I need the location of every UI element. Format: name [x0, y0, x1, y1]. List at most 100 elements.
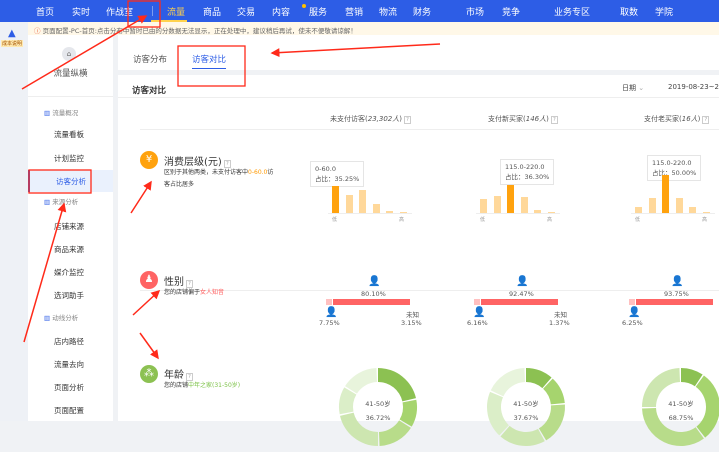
group-source-analysis: ▥ 来源分析: [44, 196, 78, 206]
sidebar-item-store-path[interactable]: 店内路径: [54, 337, 84, 346]
nav-warroom[interactable]: 作战室: [106, 8, 134, 18]
donut-center: 41-50岁 68.75%: [656, 397, 706, 425]
date-type-select[interactable]: 日期 ⌄: [622, 83, 644, 93]
nav-market[interactable]: 市场: [466, 8, 485, 18]
help-icon[interactable]: ?: [403, 116, 411, 124]
age-pct: 36.72%: [365, 414, 391, 422]
main-content: 访客分布 访客对比 访客对比 日期 ⌄ 2019-08-23~20 未支付访客(…: [118, 35, 719, 446]
top-nav: 首页 实时 作战室 流量 商品 交易 内容 服务 营销 物流 财务 市场 竞争 …: [0, 0, 719, 22]
tooltip-share: 占比：50.00%: [652, 169, 697, 177]
help-icon[interactable]: ?: [223, 160, 231, 168]
row-title-spend: 消费层级(元)?: [164, 153, 231, 168]
male-pct: 7.75%: [319, 319, 340, 327]
nav-service[interactable]: 服务: [309, 8, 328, 18]
female-person-icon: 👤: [671, 276, 684, 287]
info-icon: ⓘ: [34, 27, 41, 35]
axis-high-label: 高: [547, 217, 553, 223]
tooltip: 115.0-220.0 占比：36.30%: [500, 159, 555, 185]
nav-business-zone[interactable]: 业务专区: [554, 8, 591, 18]
tooltip: 115.0-220.0 占比：50.00%: [647, 155, 702, 181]
donut-segment: [345, 368, 378, 394]
tooltip-share: 占比：35.25%: [315, 175, 360, 183]
axis-high-label: 高: [702, 217, 708, 223]
axis-high-label: 高: [399, 217, 405, 223]
nav-competition[interactable]: 竞争: [502, 8, 521, 18]
bar: [662, 175, 669, 213]
donut-segment: [500, 425, 545, 446]
cost-badge[interactable]: 成本说明: [1, 40, 24, 47]
nav-logistics[interactable]: 物流: [379, 8, 398, 18]
sidebar-item-traffic-destination[interactable]: 流量去向: [54, 360, 84, 369]
male-bar: [474, 299, 480, 305]
app-title: 流量纵横: [53, 69, 88, 79]
male-person-icon: 👤: [628, 307, 641, 318]
date-range[interactable]: 2019-08-23~20: [668, 83, 719, 91]
age-pct: 37.67%: [513, 414, 539, 422]
sidebar-item-visitor-analysis[interactable]: 访客分析: [28, 170, 113, 192]
chart-icon: ▥: [44, 198, 53, 206]
bar: [480, 198, 487, 213]
tab-underline: [192, 68, 226, 69]
notice-bar: ⓘ 页面配置-PC-首页:点击分布中暂时已由的分数据无法显示，正在处理中，建议稍…: [28, 22, 719, 35]
help-icon[interactable]: ?: [702, 116, 710, 124]
tab-visitor-comparison[interactable]: 访客对比: [192, 55, 227, 65]
people-icon: ♟: [140, 271, 158, 289]
unknown-pct: 1.37%: [549, 319, 570, 327]
chart-icon: ▥: [44, 109, 53, 117]
female-pct: 93.75%: [664, 290, 689, 298]
male-pct: 6.25%: [622, 319, 643, 327]
app-logo-icon: ⌂: [62, 47, 76, 61]
sidebar-item-traffic-board[interactable]: 流量看板: [54, 130, 84, 139]
help-icon[interactable]: ?: [186, 373, 193, 381]
bar: [520, 196, 528, 213]
nav-traffic[interactable]: 流量: [167, 8, 186, 18]
male-bar: [629, 299, 635, 305]
unknown-label: 未知: [554, 311, 567, 319]
bar: [635, 207, 642, 213]
bar: [386, 210, 393, 213]
male-person-icon: 👤: [473, 307, 486, 318]
card-title: 访客对比: [132, 86, 167, 96]
nav-data[interactable]: 取数: [620, 8, 639, 18]
axis-line: [631, 213, 715, 214]
tooltip-share: 占比：36.30%: [505, 173, 550, 181]
divider: [28, 96, 113, 97]
tooltip-range: 115.0-220.0: [505, 163, 545, 171]
sidebar-item-keyword-helper[interactable]: 选词助手: [54, 291, 84, 300]
sidebar-item-plan-monitor[interactable]: 计划监控: [54, 154, 84, 163]
bar: [648, 198, 656, 213]
female-person-icon: 👤: [368, 276, 381, 287]
nav-content[interactable]: 内容: [272, 8, 291, 18]
group-label: 流量概况: [52, 109, 79, 117]
row-desc-spend: 区别于其他两类，未支付访客中0-60.0访客占比居多: [164, 169, 274, 188]
sidebar-item-shop-source[interactable]: 店铺来源: [54, 222, 84, 231]
divider: [140, 129, 719, 130]
sidebar-item-page-config[interactable]: 页面配置: [54, 406, 84, 415]
sidebar-item-product-source[interactable]: 商品来源: [54, 245, 84, 254]
sidebar-item-media-monitor[interactable]: 媒介监控: [54, 268, 84, 277]
group-path-analysis: ▥ 动线分析: [44, 312, 78, 322]
axis-low-label: 低: [635, 217, 641, 223]
nav-trade[interactable]: 交易: [237, 8, 256, 18]
nav-home[interactable]: 首页: [36, 8, 55, 18]
female-bar: [333, 299, 410, 305]
nav-finance[interactable]: 财务: [413, 8, 432, 18]
tab-visitor-distribution[interactable]: 访客分布: [133, 55, 168, 65]
help-icon[interactable]: ?: [550, 116, 558, 124]
donut-segment: [339, 387, 357, 415]
bar: [372, 204, 380, 213]
divider: [140, 290, 719, 291]
group-traffic-overview: ▥ 流量概况: [44, 107, 78, 117]
unknown-pct: 3.15%: [401, 319, 422, 327]
nav-products[interactable]: 商品: [203, 8, 222, 18]
nav-realtime[interactable]: 实时: [72, 8, 91, 18]
help-icon[interactable]: ?: [186, 280, 193, 288]
donut-segment: [378, 368, 416, 402]
donut-segment: [543, 378, 565, 405]
notice-text: 页面配置-PC-首页:点击分布中暂时已由的分数据无法显示，正在处理中，建议稍后再…: [42, 27, 357, 35]
bar: [507, 185, 514, 213]
sidebar-item-page-analysis[interactable]: 页面分析: [54, 383, 84, 392]
rocket-icon[interactable]: ▲: [8, 28, 16, 39]
nav-academy[interactable]: 学院: [655, 8, 674, 18]
nav-marketing[interactable]: 营销: [345, 8, 364, 18]
